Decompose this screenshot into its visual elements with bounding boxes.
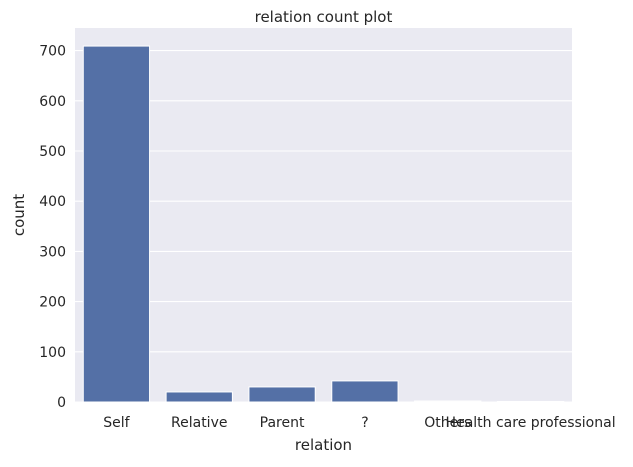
y-tick-label: 200 — [39, 295, 66, 311]
x-tick-label: Self — [103, 415, 130, 431]
bars — [82, 45, 565, 403]
y-tick-label: 700 — [39, 44, 66, 60]
x-tick-label: Others — [424, 415, 471, 431]
y-axis-label: count — [10, 194, 28, 236]
bar-0 — [82, 45, 151, 403]
x-tick-label: Health care professional — [446, 415, 616, 431]
gridlines — [75, 50, 572, 403]
plot-area — [75, 28, 572, 402]
bar-1 — [165, 391, 233, 403]
y-tick-label: 100 — [39, 345, 66, 361]
x-tick-label: ? — [361, 415, 368, 431]
bar-2 — [248, 386, 316, 403]
chart-title: relation count plot — [255, 8, 393, 26]
bar-5 — [496, 400, 565, 403]
bar-3 — [331, 380, 399, 403]
bar-4 — [414, 400, 482, 403]
y-axis-ticks: 0 100 200 300 400 500 600 700 — [39, 44, 66, 411]
x-tick-label: Relative — [171, 415, 227, 431]
y-tick-label: 300 — [39, 244, 66, 260]
y-tick-label: 400 — [39, 194, 66, 210]
y-tick-label: 600 — [39, 94, 66, 110]
x-tick-label: Parent — [260, 415, 305, 431]
y-tick-label: 0 — [57, 395, 66, 411]
y-tick-label: 500 — [39, 144, 66, 160]
x-axis-label: relation — [295, 436, 352, 454]
